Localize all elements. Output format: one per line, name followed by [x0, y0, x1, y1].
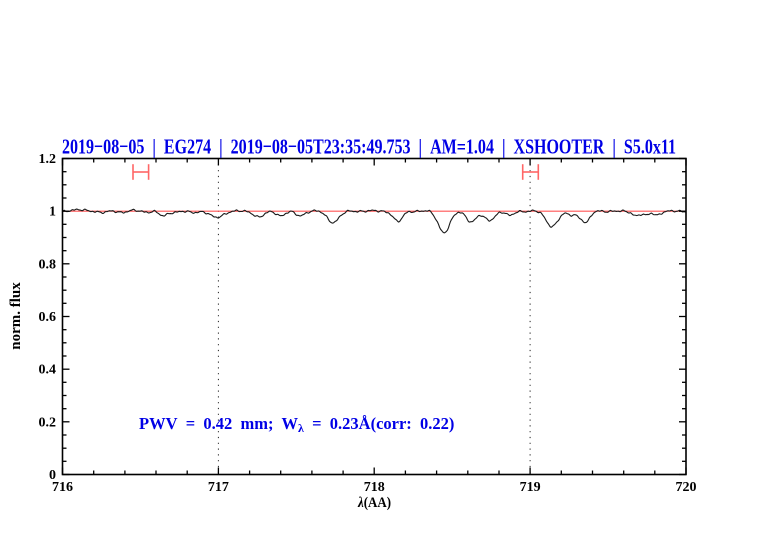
svg-text:norm. flux: norm. flux [8, 282, 24, 350]
svg-text:719: 719 [520, 480, 541, 495]
svg-text:0.4: 0.4 [39, 363, 57, 378]
svg-text:716: 716 [52, 480, 73, 495]
svg-text:1.2: 1.2 [39, 152, 57, 167]
svg-text:λ(AA): λ(AA) [357, 495, 391, 511]
svg-text:0.8: 0.8 [39, 257, 57, 272]
svg-text:720: 720 [676, 480, 697, 495]
svg-text:0.6: 0.6 [39, 310, 57, 325]
svg-text:718: 718 [364, 480, 385, 495]
svg-text:1: 1 [49, 205, 56, 220]
svg-text:2019−08−05 | EG274 | 2019−: 2019−08−05 | EG274 | 2019−08−05T23:35:49… [62, 135, 676, 159]
svg-text:0: 0 [49, 468, 56, 483]
svg-text:717: 717 [208, 480, 229, 495]
svg-text:0.2: 0.2 [39, 415, 57, 430]
svg-text:PWV = 0.42 mm; Wλ = 0.23: PWV = 0.42 mm; Wλ = 0.23Å(corr: 0.22) [139, 414, 454, 435]
